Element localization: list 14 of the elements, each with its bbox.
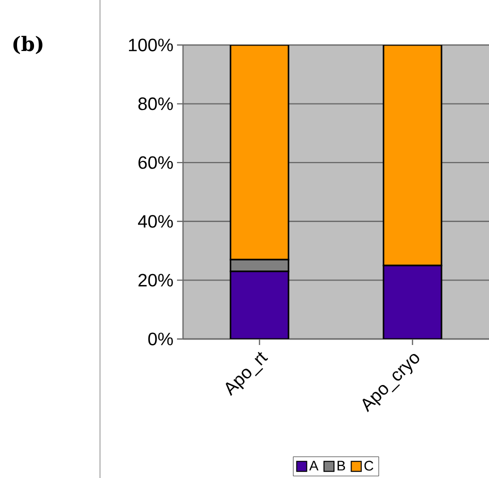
y-tick-label: 0% xyxy=(148,332,173,346)
legend-label: B xyxy=(338,460,346,470)
y-tick-label: 100% xyxy=(128,38,173,52)
legend-label: C xyxy=(364,460,374,471)
bar xyxy=(382,44,442,266)
y-tick-label: 60% xyxy=(138,156,173,169)
y-tick-label: 20% xyxy=(138,274,173,287)
y-tick-label: 40% xyxy=(138,215,173,228)
legend-label: A xyxy=(309,460,318,470)
y-tick-label: 80% xyxy=(138,97,173,110)
bar xyxy=(382,264,442,339)
bar xyxy=(230,44,290,260)
bar xyxy=(230,270,290,339)
text: (b) xyxy=(13,36,42,54)
